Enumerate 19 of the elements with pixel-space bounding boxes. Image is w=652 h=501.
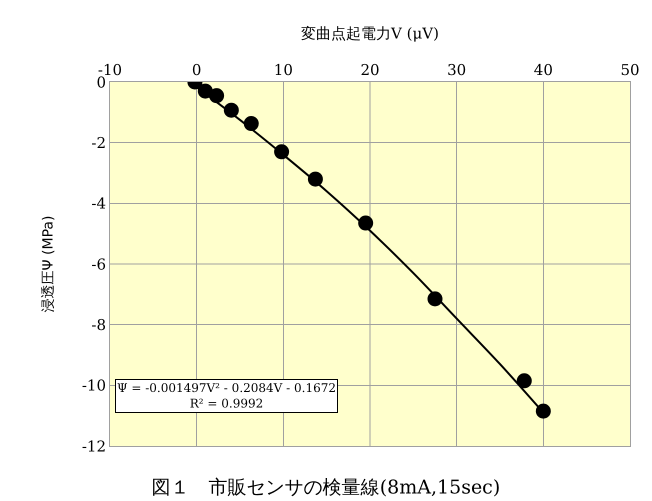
x-tick-label: 20 (360, 61, 380, 79)
point (516, 373, 532, 388)
y-axis-title: 浸透圧Ψ (MPa) (40, 216, 56, 312)
y-tick-label: -12 (82, 437, 106, 456)
x-tick-label: 50 (620, 61, 640, 79)
x-tick-label: 10 (274, 61, 293, 79)
x-tick-label: 40 (534, 61, 553, 79)
x-tick-label: 30 (447, 61, 466, 79)
text: 図１ 市販センサの検量線(8mA,15sec) (152, 476, 500, 498)
annotation: R² = 0.9992 (190, 396, 264, 411)
y-tick-label: -4 (91, 194, 106, 213)
annotation: Ψ = -0.001497V² - 0.2084V - 0.1672 (117, 381, 336, 395)
y-tick-label: -10 (82, 376, 106, 395)
y-tick-label: -2 (91, 134, 106, 152)
x-axis-title: 変曲点起電力V (μV) (301, 24, 439, 42)
y-tick-label: -6 (91, 255, 106, 274)
point (536, 404, 551, 419)
y-tick-label: -8 (91, 316, 106, 334)
x-tick-label: 0 (192, 61, 202, 79)
